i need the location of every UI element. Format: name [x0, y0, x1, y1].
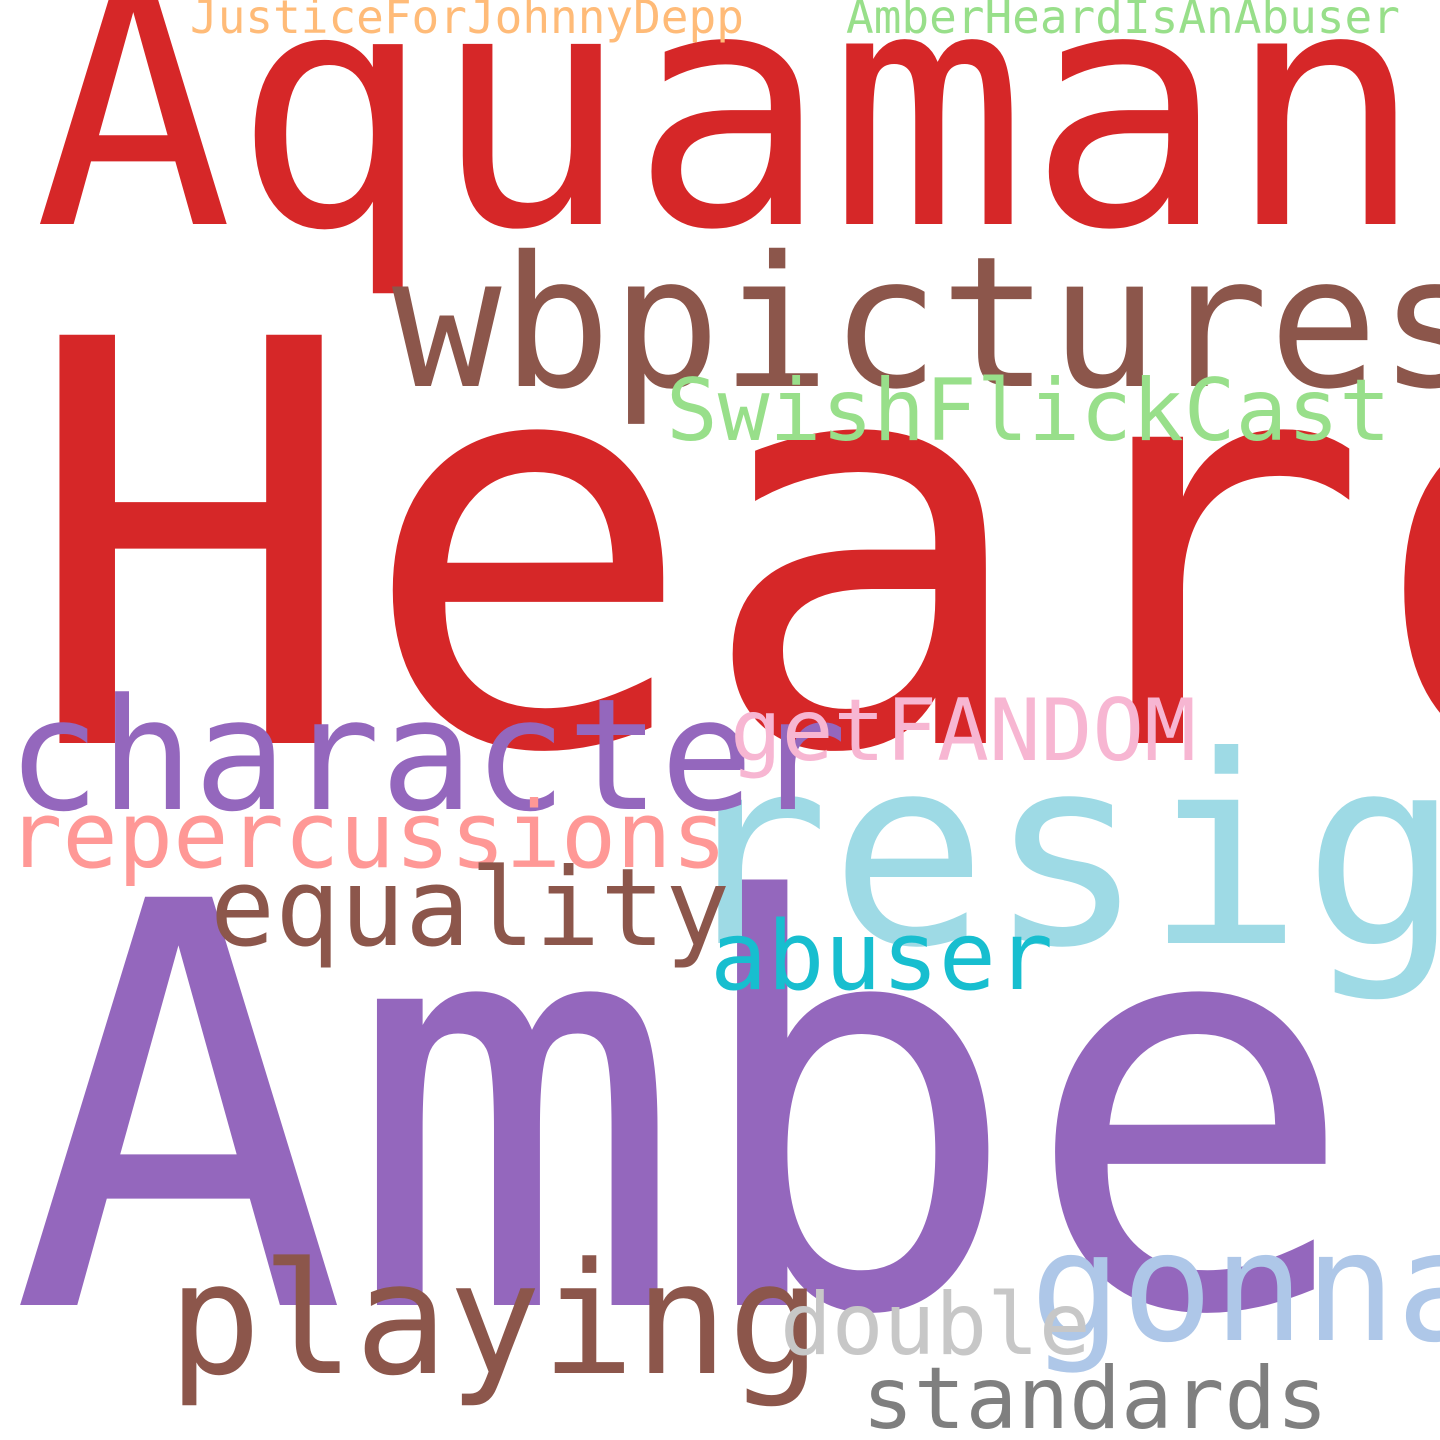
word-gonna: gonna: [1030, 1199, 1440, 1376]
word-playing: playing: [168, 1229, 822, 1410]
word-swishflickcast: SwishFlickCast: [666, 361, 1391, 461]
word-repercussions: repercussions: [7, 782, 728, 889]
word-resign: resign: [672, 700, 1440, 1005]
word-justiceforjohnnydepp: JusticeForJohnnyDepp: [190, 0, 744, 44]
word-getfandom: getFANDOM: [730, 681, 1196, 781]
word-wbpictures: wbpictures: [392, 217, 1440, 429]
word-heard: Heard: [22, 224, 1440, 876]
word-character: character: [7, 665, 847, 846]
word-standards: standards: [862, 1349, 1328, 1440]
word-equality: equality: [210, 846, 731, 971]
word-abuser: abuser: [710, 902, 1054, 1012]
word-double: double: [780, 1275, 1091, 1375]
word-aquaman: Aquaman: [34, 0, 1425, 302]
word-amberheardisanabuser: AmberHeardIsAnAbuser: [846, 0, 1400, 44]
word-amber: Amber: [10, 786, 1440, 1438]
